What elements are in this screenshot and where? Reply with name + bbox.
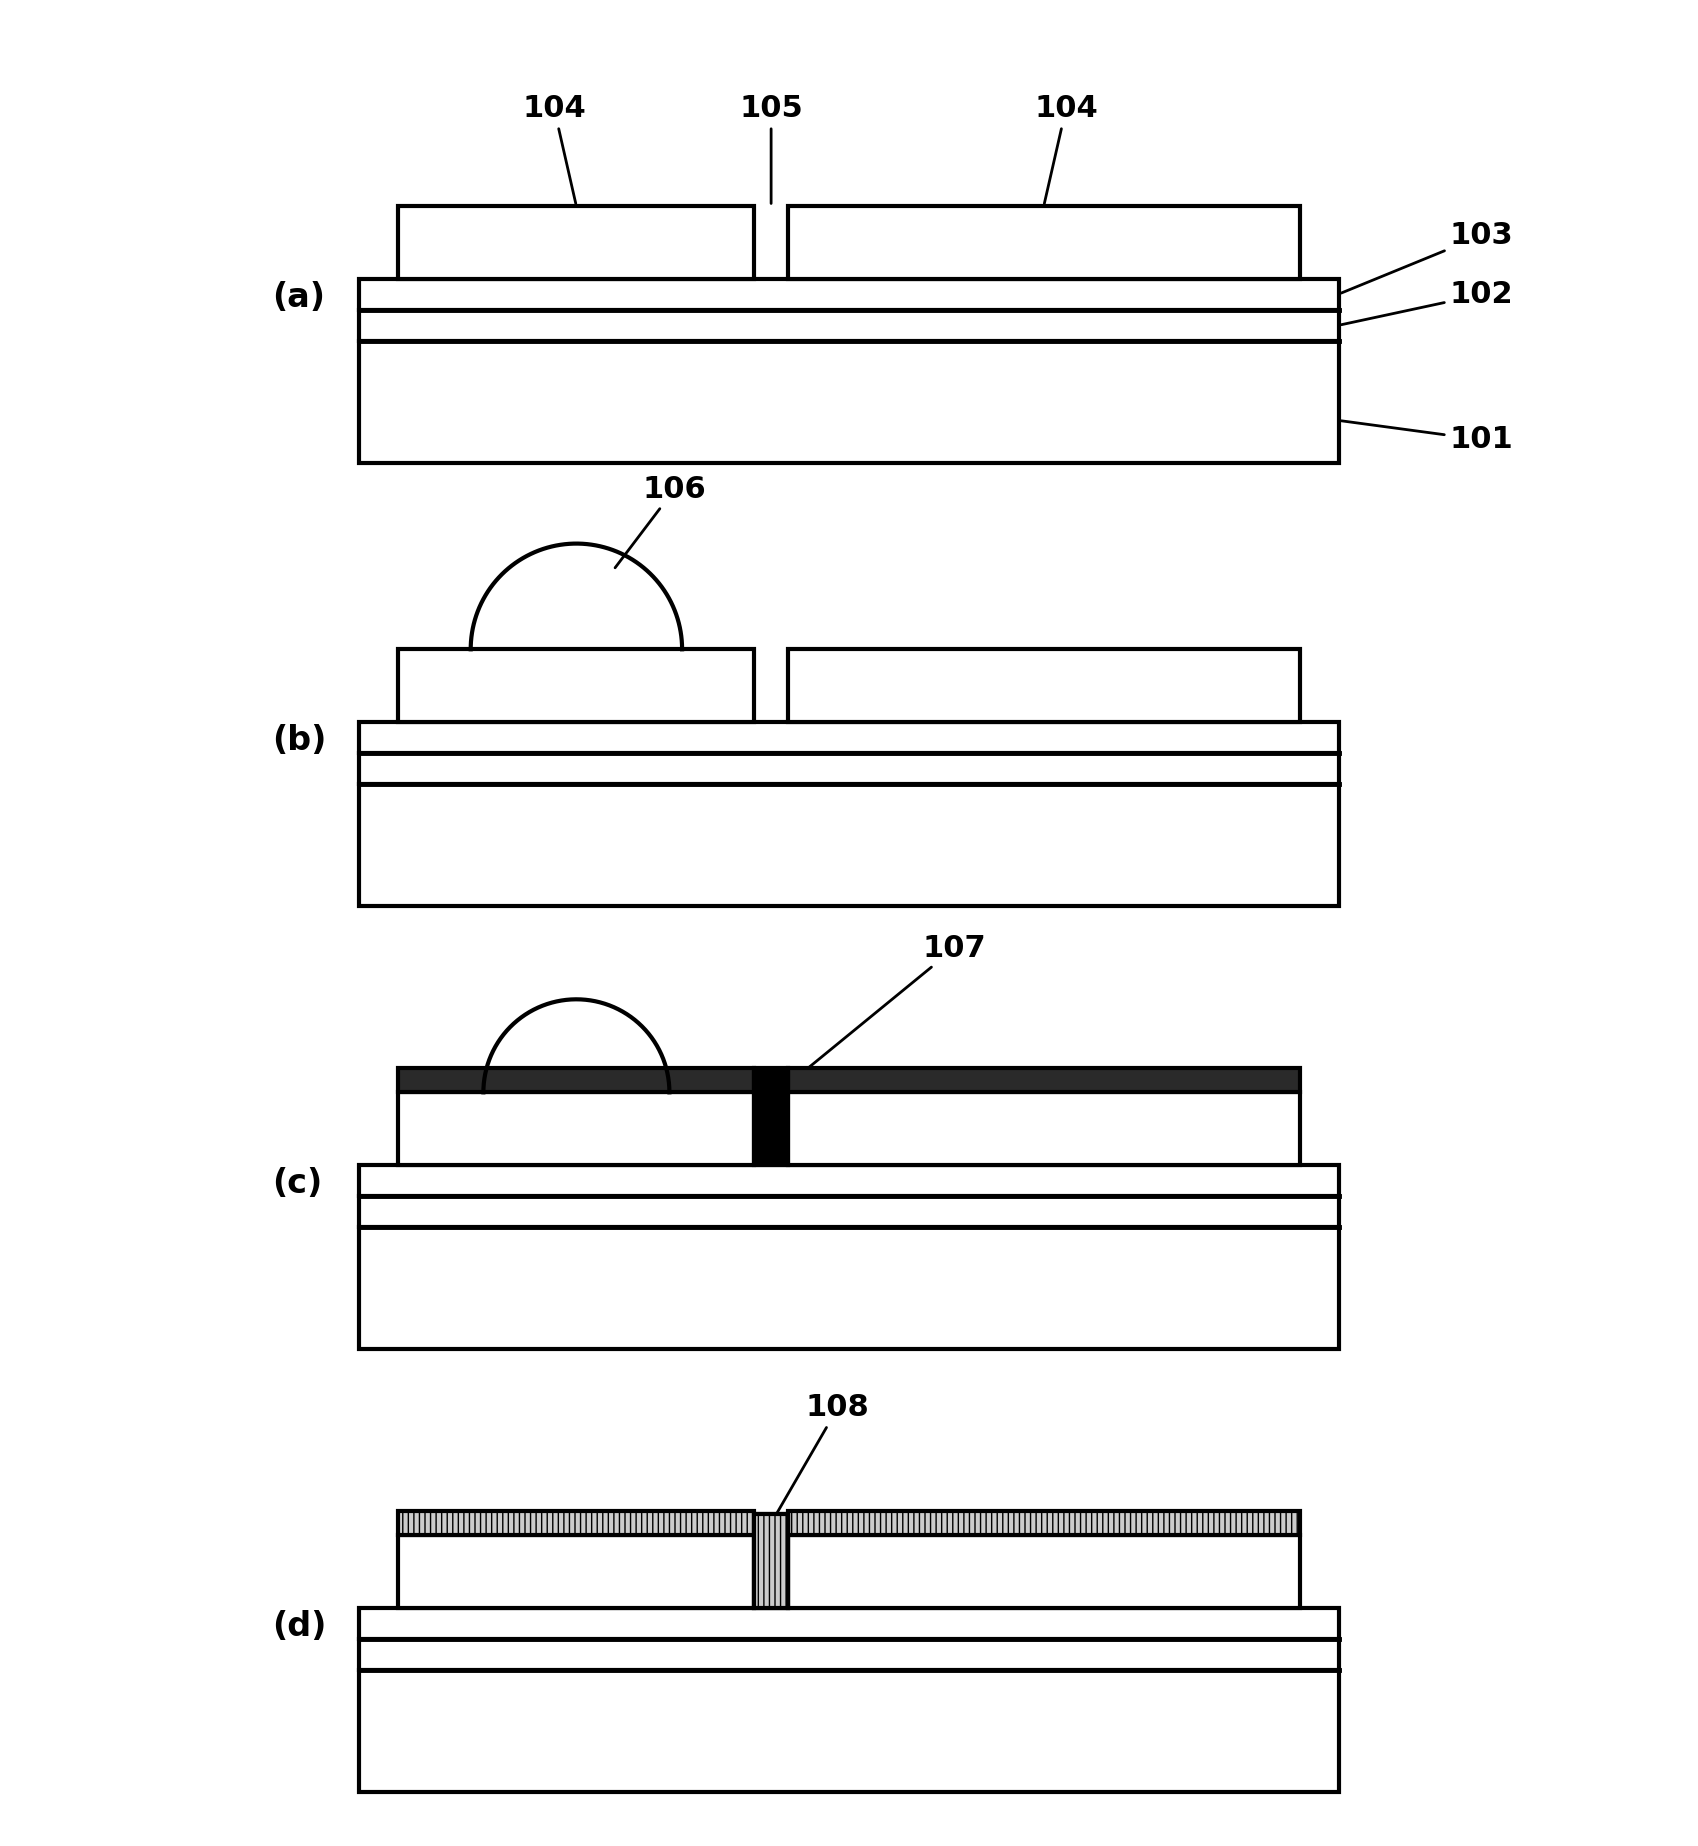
Bar	[399, 1510, 754, 1536]
Bar	[399, 1067, 754, 1093]
Bar	[360, 1671, 1338, 1792]
Text: (a): (a)	[272, 281, 326, 314]
Bar	[754, 1067, 788, 1165]
Bar	[399, 1093, 754, 1165]
Text: 107: 107	[796, 934, 987, 1078]
Bar	[360, 785, 1338, 906]
Bar	[360, 1165, 1338, 1196]
Text: 104: 104	[523, 94, 586, 203]
Bar	[399, 650, 754, 722]
Bar	[788, 1536, 1299, 1608]
Text: 102: 102	[1341, 281, 1513, 325]
Bar	[754, 1514, 788, 1608]
Text: 101: 101	[1341, 421, 1513, 454]
Text: (c): (c)	[272, 1167, 323, 1200]
Bar	[788, 1067, 1299, 1093]
Text: 103: 103	[1341, 222, 1513, 294]
Text: (d): (d)	[272, 1610, 326, 1643]
Text: 108: 108	[773, 1394, 869, 1521]
Text: (b): (b)	[272, 724, 326, 757]
Bar	[360, 279, 1338, 310]
Bar	[360, 310, 1338, 342]
Bar	[360, 342, 1338, 463]
Bar	[399, 207, 754, 279]
Bar	[788, 207, 1299, 279]
Bar	[788, 1510, 1299, 1536]
Text: 104: 104	[1034, 94, 1099, 203]
Bar	[399, 1536, 754, 1608]
Text: 106: 106	[615, 474, 706, 569]
Bar	[360, 1608, 1338, 1639]
Bar	[788, 1093, 1299, 1165]
Bar	[788, 650, 1299, 722]
Bar	[360, 753, 1338, 785]
Bar	[360, 1196, 1338, 1228]
Text: 105: 105	[739, 94, 803, 203]
Bar	[360, 722, 1338, 753]
Bar	[360, 1228, 1338, 1349]
Bar	[754, 1514, 788, 1608]
Bar	[360, 1639, 1338, 1671]
